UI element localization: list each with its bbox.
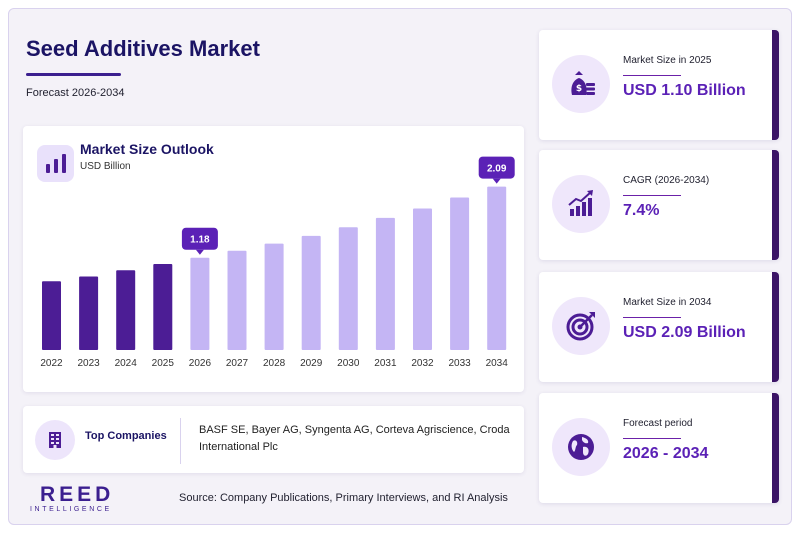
x-tick-label: 2032 xyxy=(411,358,434,369)
top-companies-list: BASF SE, Bayer AG, Syngenta AG, Corteva … xyxy=(199,424,510,453)
x-tick-label: 2033 xyxy=(448,358,471,369)
stat-card-market-size-2034: Market Size in 2034 USD 2.09 Billion xyxy=(539,272,779,382)
target-icon xyxy=(552,297,610,355)
source-note: Source: Company Publications, Primary In… xyxy=(179,492,508,504)
stat-label: Market Size in 2025 xyxy=(623,55,712,66)
x-tick-label: 2034 xyxy=(486,358,509,369)
x-tick-label: 2023 xyxy=(77,358,100,369)
stat-label: Market Size in 2034 xyxy=(623,297,712,308)
brand-logo: REED xyxy=(40,483,115,506)
stat-value: USD 2.09 Billion xyxy=(623,324,746,341)
globe-icon xyxy=(552,418,610,476)
svg-text:$: $ xyxy=(576,84,582,94)
bar-2028 xyxy=(264,243,284,350)
title-underline xyxy=(26,73,121,76)
top-companies-card xyxy=(23,406,524,473)
bar-2031 xyxy=(375,217,395,350)
bar-chart-icon xyxy=(37,145,74,182)
stat-divider xyxy=(623,317,681,318)
x-tick-label: 2022 xyxy=(40,358,63,369)
companies-divider xyxy=(180,418,181,464)
money-bag-icon: $ xyxy=(552,55,610,113)
x-tick-label: 2025 xyxy=(152,358,175,369)
bar-2026 xyxy=(190,257,210,350)
stat-value: USD 1.10 Billion xyxy=(623,82,746,99)
bar-2024 xyxy=(116,270,136,350)
stat-value: 2026 - 2034 xyxy=(623,445,709,462)
brand-logo-subtitle: INTELLIGENCE xyxy=(30,506,112,513)
x-tick-label: 2030 xyxy=(337,358,360,369)
x-tick-label: 2024 xyxy=(115,358,138,369)
stat-value: 7.4% xyxy=(623,202,660,219)
stat-divider xyxy=(623,75,681,76)
bar-2025 xyxy=(153,264,173,350)
x-tick-label: 2028 xyxy=(263,358,286,369)
page-subtitle: Forecast 2026-2034 xyxy=(26,87,125,99)
page-title: Seed Additives Market xyxy=(26,36,260,61)
x-tick-label: 2026 xyxy=(189,358,212,369)
svg-text:2.09: 2.09 xyxy=(487,164,507,175)
growth-chart-icon xyxy=(552,175,610,233)
stat-card-cagr: CAGR (2026-2034) 7.4% xyxy=(539,150,779,260)
chart-title: Market Size Outlook xyxy=(80,141,214,157)
stat-divider xyxy=(623,195,681,196)
chart-unit-label: USD Billion xyxy=(80,161,131,172)
bar-2032 xyxy=(413,208,432,350)
x-tick-label: 2031 xyxy=(374,358,397,369)
x-tick-label: 2027 xyxy=(226,358,249,369)
stat-label: Forecast period xyxy=(623,418,693,429)
bar-2027 xyxy=(227,250,247,350)
stat-card-market-size-2025: $ Market Size in 2025 USD 1.10 Billion xyxy=(539,30,779,140)
bar-2033 xyxy=(450,197,470,350)
stat-divider xyxy=(623,438,681,439)
building-icon xyxy=(35,420,75,460)
market-size-chart: 2022 2023 2024 2025 2026 2027 2028 2029 2030 2031… xyxy=(40,156,515,369)
stat-card-forecast-period: Forecast period 2026 - 2034 xyxy=(539,393,779,503)
top-companies-label: Top Companies xyxy=(85,430,167,442)
stat-label: CAGR (2026-2034) xyxy=(623,175,710,186)
svg-text:1.18: 1.18 xyxy=(190,235,210,246)
x-tick-label: 2029 xyxy=(300,358,323,369)
bar-2023 xyxy=(79,276,99,350)
value-callout: 1.18 xyxy=(181,227,218,255)
bar-2029 xyxy=(301,235,321,350)
bar-2034 xyxy=(487,186,507,350)
value-callout: 2.09 xyxy=(478,156,515,184)
bar-2030 xyxy=(338,227,358,350)
bar-2022 xyxy=(42,281,61,350)
